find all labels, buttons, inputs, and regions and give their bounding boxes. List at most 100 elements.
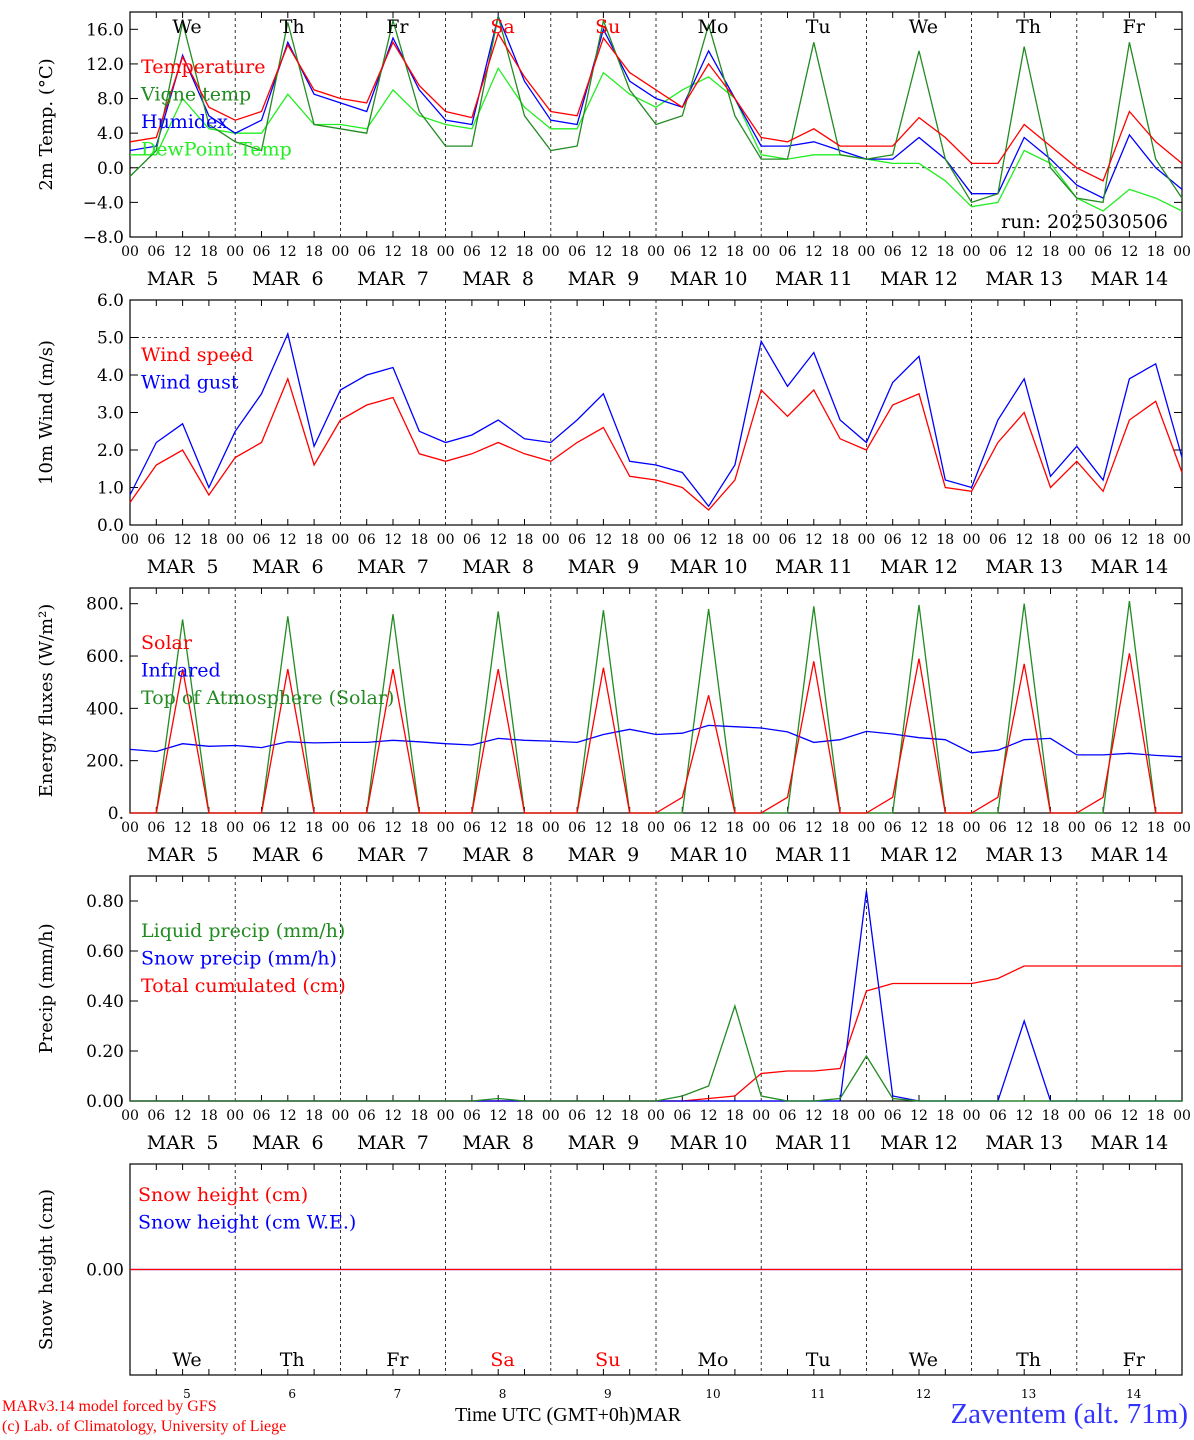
hour-tick-label: 06 [463,820,481,836]
hour-tick-label: 06 [1094,1108,1112,1124]
hour-tick-label: 00 [647,532,665,548]
date-label: MAR 6 [252,1132,324,1154]
hour-tick-label: 18 [936,532,954,548]
legend-entry: Total cumulated (cm) [141,975,346,997]
hour-tick-label: 00 [1173,244,1191,260]
hour-tick-label: 18 [200,244,218,260]
date-label: MAR 5 [147,556,219,578]
hour-tick-label: 06 [1094,244,1112,260]
hour-tick-label: 06 [884,244,902,260]
legend-entry: Snow height (cm W.E.) [138,1212,356,1234]
hour-tick-label: 00 [857,820,875,836]
hour-tick-label: 12 [1015,244,1033,260]
hour-tick-label: 12 [700,1108,718,1124]
hour-tick-label: 00 [857,532,875,548]
hour-tick-label: 12 [279,1108,297,1124]
hour-tick-label: 18 [1042,244,1060,260]
hour-tick-label: 00 [437,1108,455,1124]
date-label: MAR 10 [670,1132,748,1154]
hour-tick-label: 12 [594,244,612,260]
y-tick-label: −4.0 [83,193,124,213]
hour-tick-label: 12 [489,820,507,836]
day-number-label: 9 [604,1387,612,1401]
y-tick-label: 0. [108,804,124,824]
hour-tick-label: 18 [1147,820,1165,836]
date-label: MAR 10 [670,268,748,290]
hour-tick-label: 06 [147,1108,165,1124]
hour-tick-label: 00 [1068,820,1086,836]
hour-tick-label: 18 [410,820,428,836]
y-tick-label: 0.00 [86,1261,124,1281]
date-label: MAR 10 [670,556,748,578]
hour-tick-label: 18 [621,820,639,836]
date-label: MAR 11 [775,1132,853,1154]
hour-tick-label: 12 [910,1108,928,1124]
y-tick-label: 6.0 [97,291,124,311]
hour-tick-label: 06 [989,820,1007,836]
weekday-label: We [909,1349,938,1371]
date-label: MAR 13 [985,1132,1063,1154]
hour-tick-label: 06 [989,1108,1007,1124]
hour-tick-label: 00 [647,1108,665,1124]
hour-tick-label: 18 [200,532,218,548]
hour-tick-label: 06 [884,532,902,548]
hour-tick-label: 06 [147,820,165,836]
legend-entry: Snow height (cm) [138,1184,308,1206]
hour-tick-label: 00 [752,820,770,836]
date-label: MAR 7 [357,268,429,290]
y-tick-label: 0.0 [97,516,124,536]
date-label: MAR 13 [985,844,1063,866]
y-axis-label: Precip (mm/h) [36,923,57,1053]
hour-tick-label: 06 [779,532,797,548]
hour-tick-label: 18 [726,244,744,260]
hour-tick-label: 00 [647,820,665,836]
hour-tick-label: 12 [384,1108,402,1124]
y-axis-label: Energy fluxes (W/m²) [36,604,57,798]
date-label: MAR 12 [880,556,958,578]
date-label: MAR 5 [147,844,219,866]
y-tick-label: 16.0 [86,20,124,40]
hour-tick-label: 06 [253,244,271,260]
day-number-label: 14 [1126,1387,1142,1401]
hour-tick-label: 12 [384,244,402,260]
legend-entry: Solar [141,632,193,654]
hour-tick-label: 18 [305,244,323,260]
hour-tick-label: 00 [542,532,560,548]
hour-tick-label: 06 [673,532,691,548]
hour-tick-label: 12 [174,244,192,260]
hour-tick-label: 06 [779,1108,797,1124]
y-axis-label: 10m Wind (m/s) [36,340,57,485]
date-label: MAR 9 [568,268,640,290]
hour-tick-label: 06 [673,244,691,260]
hour-tick-label: 12 [805,532,823,548]
weekday-label: We [172,16,201,38]
y-axis-label: Snow height (cm) [36,1189,57,1350]
weekday-label: Su [595,1349,620,1371]
station-name: Zaventem (alt. 71m) [950,1398,1188,1430]
model-credit: MARv3.14 model forced by GFS [2,1398,217,1415]
hour-tick-label: 18 [516,820,534,836]
date-label: MAR 14 [1091,844,1169,866]
hour-tick-label: 00 [121,532,139,548]
series-line-liquid-precip-mm-h- [130,1003,1182,1102]
hour-tick-label: 00 [437,244,455,260]
hour-tick-label: 12 [805,820,823,836]
hour-tick-label: 00 [226,532,244,548]
hour-tick-label: 12 [174,1108,192,1124]
hour-tick-label: 12 [594,820,612,836]
hour-tick-label: 06 [568,1108,586,1124]
hour-tick-label: 00 [1068,1108,1086,1124]
panel-1 [129,11,1183,238]
y-tick-label: 0.20 [86,1042,124,1062]
hour-tick-label: 00 [1173,1108,1191,1124]
hour-tick-label: 18 [621,244,639,260]
date-label: MAR 12 [880,844,958,866]
hour-tick-label: 06 [568,532,586,548]
hour-tick-label: 18 [936,1108,954,1124]
hour-tick-label: 00 [963,820,981,836]
hour-tick-label: 00 [857,1108,875,1124]
hour-tick-label: 00 [1068,244,1086,260]
hour-tick-label: 00 [752,244,770,260]
day-number-label: 7 [394,1387,402,1401]
hour-tick-label: 18 [831,1108,849,1124]
